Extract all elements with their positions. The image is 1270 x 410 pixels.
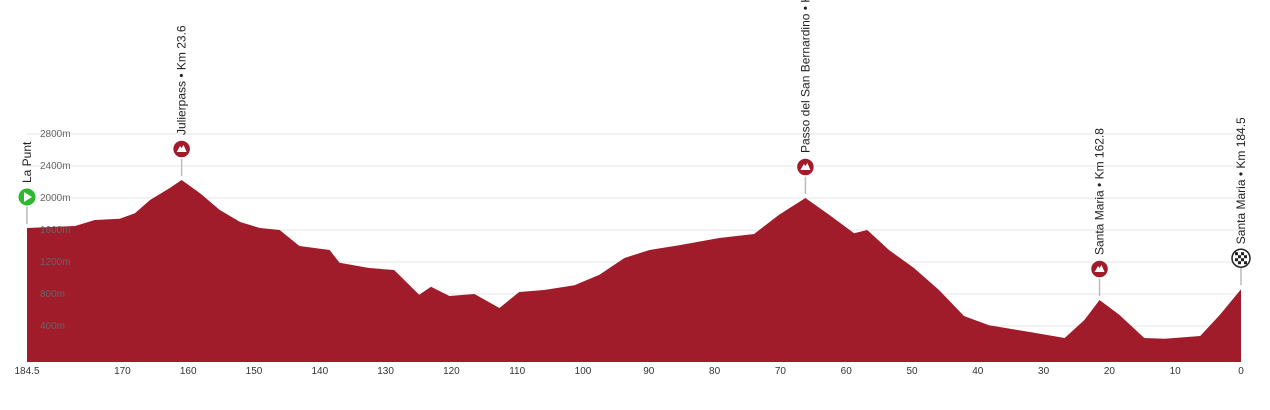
x-tick-label: 90 [643, 366, 655, 377]
x-tick-label: 20 [1104, 366, 1116, 377]
x-tick-label: 70 [775, 366, 787, 377]
x-tick-label: 160 [180, 366, 197, 377]
start-arrow [24, 192, 32, 202]
annotation-start: La Punt [17, 141, 37, 224]
finish-check [1241, 252, 1244, 256]
annotation-label: Julierpass • Km 23.6 [175, 25, 189, 135]
x-tick-label: 120 [443, 366, 460, 377]
finish-check [1244, 261, 1247, 265]
finish-check [1238, 255, 1241, 259]
finish-check [1241, 258, 1244, 262]
climb-mountain [176, 145, 187, 152]
x-tick-label: 100 [575, 366, 592, 377]
annotation-climb: Passo del San Bernardino • Km [795, 0, 816, 194]
y-tick-label: 2400m [40, 161, 71, 172]
finish-check [1244, 255, 1247, 259]
x-tick-label: 30 [1038, 366, 1050, 377]
elevation-area [27, 180, 1241, 362]
annotation-climb: Santa Maria • Km 162.8 [1089, 128, 1110, 296]
y-tick-label: 800m [40, 289, 65, 300]
finish-check [1238, 261, 1241, 265]
annotation-climb: Julierpass • Km 23.6 [171, 25, 192, 176]
y-tick-label: 1600m [40, 225, 71, 236]
x-tick-label: 60 [841, 366, 853, 377]
annotation-label: Santa Maria • Km 184.5 [1234, 117, 1248, 244]
climb-mountain [1094, 265, 1105, 272]
x-tick-label: 130 [377, 366, 394, 377]
annotation-finish: Santa Maria • Km 184.5 [1231, 117, 1251, 286]
x-tick-label: 170 [114, 366, 131, 377]
x-tick-label: 140 [311, 366, 328, 377]
x-tick-label: 10 [1170, 366, 1182, 377]
finish-check [1235, 252, 1238, 256]
y-tick-label: 2800m [40, 129, 71, 140]
x-tick-label: 0 [1238, 366, 1244, 377]
climb-mountain [800, 163, 811, 170]
annotation-label: Santa Maria • Km 162.8 [1093, 128, 1107, 255]
annotation-label: La Punt [20, 141, 34, 183]
y-tick-label: 400m [40, 321, 65, 332]
x-tick-label: 40 [972, 366, 984, 377]
x-tick-label: 110 [509, 366, 525, 377]
y-tick-label: 2000m [40, 193, 71, 204]
x-tick-label: 50 [906, 366, 918, 377]
x-tick-label: 184.5 [14, 366, 39, 377]
finish-check [1235, 258, 1238, 262]
x-tick-label: 150 [246, 366, 263, 377]
x-tick-label: 80 [709, 366, 721, 377]
annotation-label: Passo del San Bernardino • Km [798, 0, 812, 153]
y-tick-label: 1200m [40, 257, 71, 268]
